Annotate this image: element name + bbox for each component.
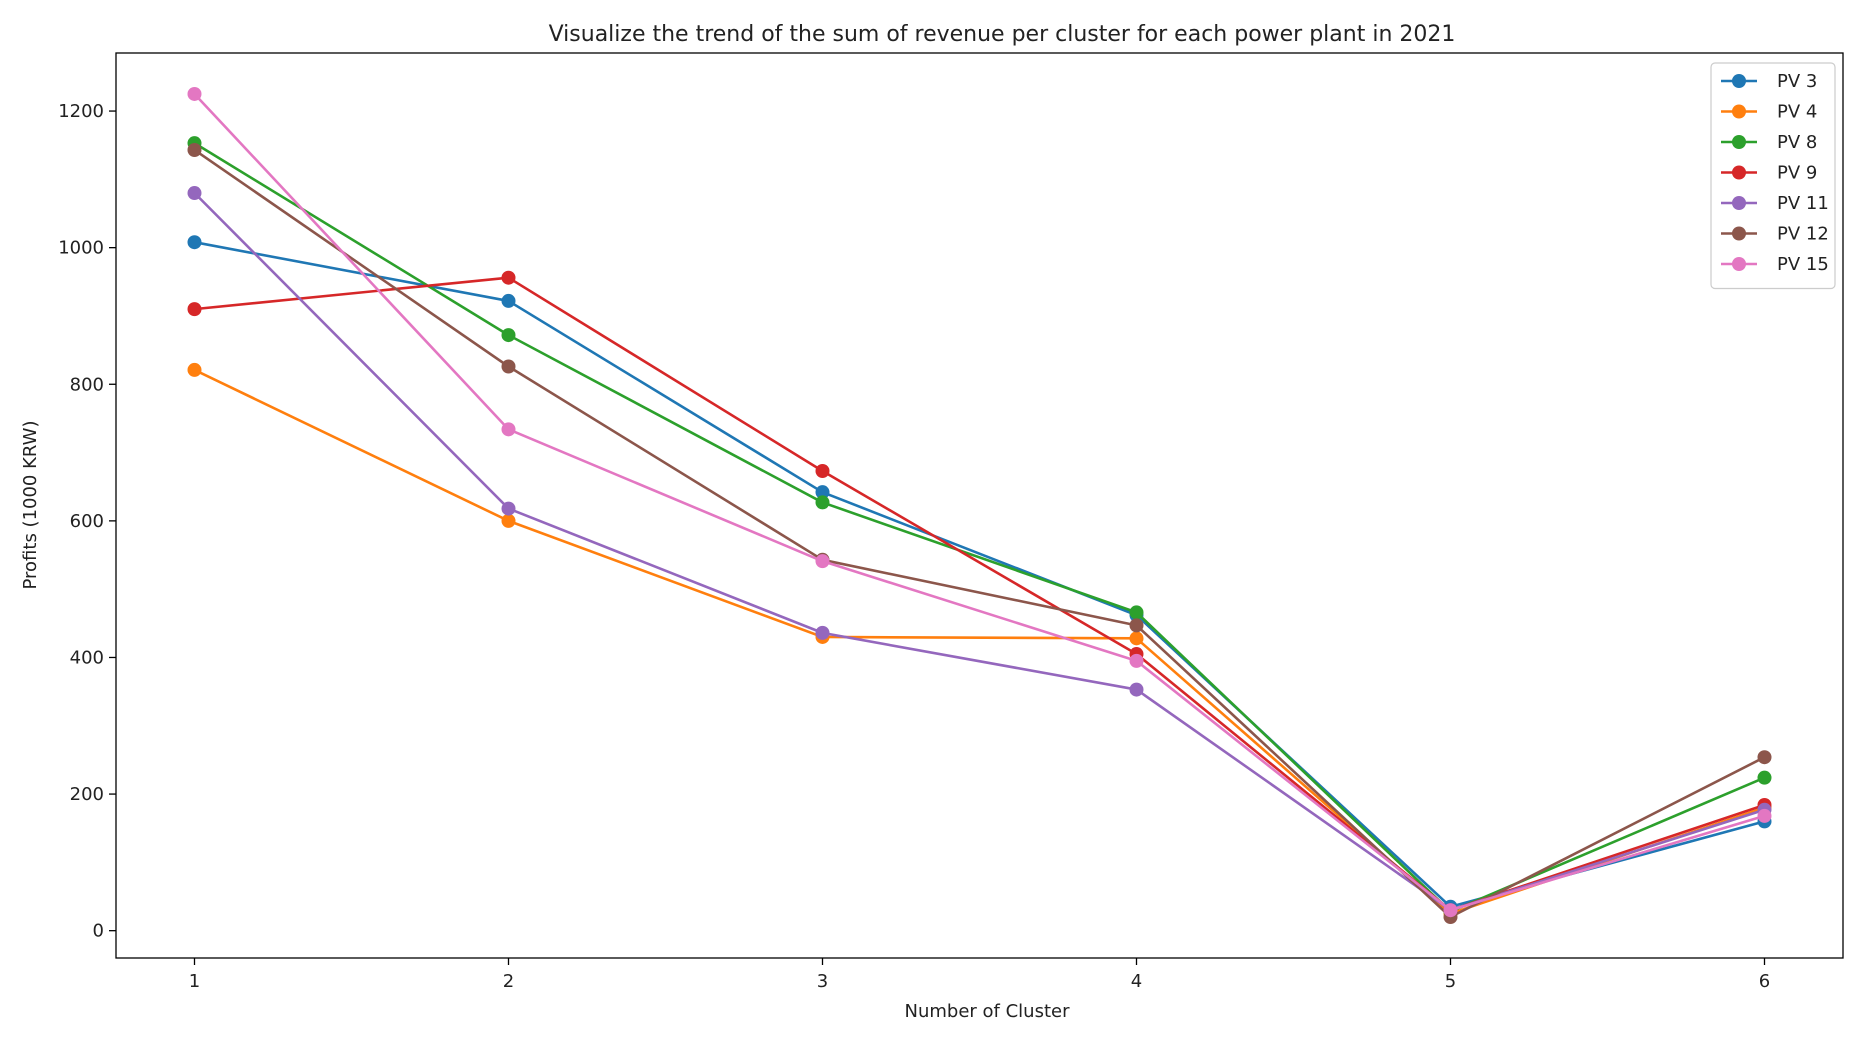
y-axis-label: Profits (1000 KRW): [20, 420, 41, 589]
series-pv-15: [187, 86, 1772, 918]
data-point-pv-15: [1129, 653, 1144, 668]
data-point-pv-8: [1129, 605, 1144, 620]
data-point-pv-15: [501, 422, 516, 437]
data-point-pv-11: [501, 501, 516, 516]
series-line-pv-4: [193, 368, 1765, 915]
legend-marker: [1732, 226, 1746, 241]
data-point-pv-12: [1757, 750, 1772, 765]
data-point-pv-11: [815, 625, 830, 640]
series-pv-4: [187, 362, 1772, 921]
series-pv-12: [187, 142, 1772, 925]
data-point-pv-15: [815, 554, 830, 569]
y-tick-label: 1200: [58, 101, 104, 122]
data-point-pv-4: [187, 362, 202, 377]
legend-label: PV 12: [1777, 224, 1829, 245]
data-point-pv-12: [501, 359, 516, 374]
series-pv-3: [187, 235, 1772, 914]
data-point-pv-3: [815, 485, 830, 500]
legend-marker: [1732, 196, 1746, 210]
y-tick-label: 200: [70, 784, 104, 805]
legend-label: PV 15: [1777, 254, 1829, 275]
legend-marker: [1732, 257, 1746, 271]
legend-marker: [1732, 135, 1746, 149]
chart-title: Visualize the trend of the sum of revenu…: [549, 22, 1456, 47]
data-point-pv-3: [501, 293, 516, 308]
data-point-pv-4: [501, 513, 516, 528]
data-point-pv-9: [187, 302, 202, 317]
data-point-pv-15: [1443, 903, 1458, 918]
legend-marker: [1732, 104, 1746, 119]
x-tick-label: 2: [503, 971, 514, 992]
data-point-pv-11: [187, 186, 202, 201]
data-point-pv-11: [1129, 682, 1144, 697]
legend-marker: [1732, 74, 1746, 88]
legend-label: PV 9: [1777, 163, 1817, 184]
series-line-pv-15: [193, 93, 1765, 912]
legend: PV 3 PV 4 PV 8 PV 9 PV 11 PV 12 PV 15: [1710, 62, 1836, 290]
series-line-pv-9: [194, 276, 1765, 912]
y-tick-label: 0: [93, 921, 104, 942]
series-line-pv-8: [193, 142, 1766, 913]
data-point-pv-15: [187, 86, 202, 101]
series-line-pv-3: [194, 240, 1765, 909]
y-tick-label: 400: [70, 647, 104, 668]
series-pv-11: [187, 186, 1772, 918]
y-tick-label: 1000: [58, 238, 104, 259]
x-tick-label: 5: [1445, 971, 1456, 992]
x-tick-label: 6: [1759, 971, 1770, 992]
data-point-pv-12: [187, 142, 202, 157]
data-point-pv-8: [501, 328, 516, 343]
plot-frame: [115, 52, 1844, 959]
y-tick-label: 600: [70, 511, 104, 532]
data-point-pv-9: [815, 464, 830, 479]
x-tick-label: 4: [1131, 971, 1142, 992]
series-line-pv-11: [193, 192, 1765, 912]
legend-label: PV 11: [1777, 193, 1829, 214]
y-tick-label: 800: [70, 374, 104, 395]
data-point-pv-12: [1129, 618, 1144, 633]
legend-label: PV 8: [1777, 132, 1817, 153]
series-line-pv-12: [193, 148, 1766, 919]
data-point-pv-8: [815, 495, 830, 510]
data-point-pv-15: [1757, 808, 1772, 823]
legend-label: PV 3: [1777, 71, 1817, 92]
legend-label: PV 4: [1777, 102, 1817, 123]
x-axis-label: Number of Cluster: [905, 1001, 1071, 1022]
series-pv-8: [187, 136, 1772, 919]
x-tick-label: 1: [189, 971, 200, 992]
data-point-pv-9: [501, 270, 516, 285]
data-point-pv-4: [1129, 631, 1144, 646]
x-tick-label: 3: [817, 971, 828, 992]
data-point-pv-8: [1757, 770, 1772, 785]
series-pv-9: [187, 270, 1772, 918]
legend-marker: [1732, 165, 1746, 180]
data-point-pv-3: [187, 235, 202, 250]
